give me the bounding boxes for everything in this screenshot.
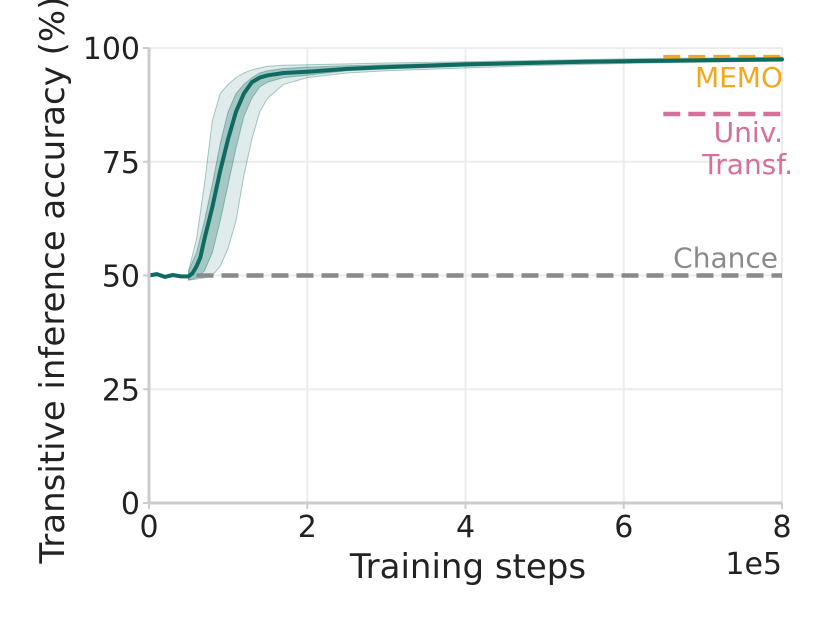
reference-lines: MEMO Univ.Transf. Chance xyxy=(196,54,793,278)
x-tick-label: 4 xyxy=(456,510,475,545)
series-line xyxy=(147,57,784,279)
x-tick-label: 8 xyxy=(772,510,791,545)
reference-line-label: Univ. xyxy=(714,116,783,149)
x-tick-label: 0 xyxy=(139,510,158,545)
reference-line-label: MEMO xyxy=(695,61,783,94)
x-tick-label: 2 xyxy=(298,510,317,545)
reference-line-label: Transf. xyxy=(701,148,793,181)
x-axis-multiplier: 1e5 xyxy=(725,547,782,582)
y-tick-label: 0 xyxy=(121,487,140,522)
y-tick-label: 100 xyxy=(83,32,140,67)
x-tick-label: 6 xyxy=(614,510,633,545)
y-axis-label: Transitive inference accuracy (%) xyxy=(33,0,73,564)
y-tick-label: 50 xyxy=(102,260,140,295)
y-tick-label: 25 xyxy=(102,373,140,408)
reference-line-label: Chance xyxy=(673,242,778,275)
y-tick-label: 75 xyxy=(102,146,140,181)
series-lines xyxy=(147,57,784,279)
x-axis-label: Training steps xyxy=(349,547,586,587)
tick-labels: 0 2 4 6 8 0 25 50 75 100 xyxy=(83,32,792,545)
